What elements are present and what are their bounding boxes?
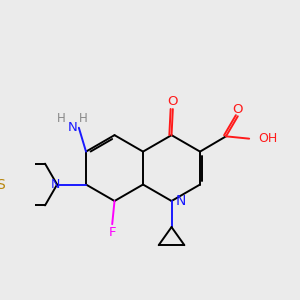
Text: O: O (168, 95, 178, 108)
Text: OH: OH (258, 132, 277, 145)
Text: F: F (108, 226, 116, 239)
Text: O: O (232, 103, 243, 116)
Text: H: H (79, 112, 87, 125)
Text: H: H (56, 112, 65, 125)
Text: N: N (68, 121, 78, 134)
Text: S: S (0, 178, 4, 191)
Text: N: N (51, 178, 61, 191)
Text: N: N (175, 194, 186, 208)
